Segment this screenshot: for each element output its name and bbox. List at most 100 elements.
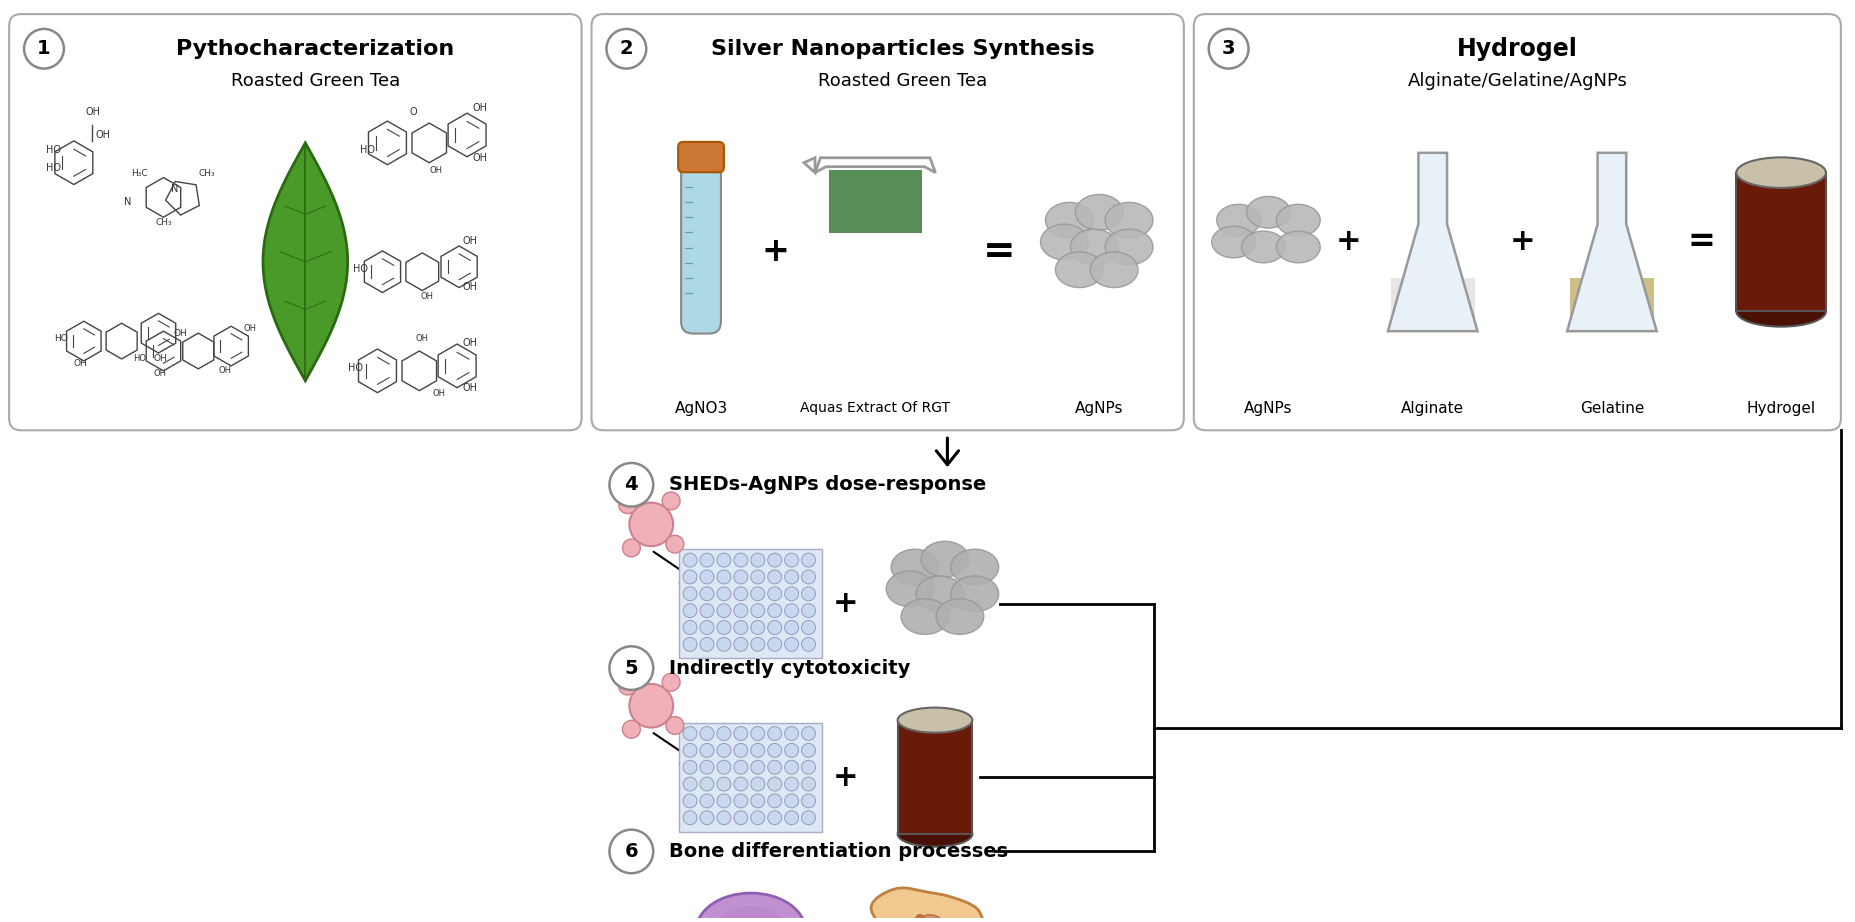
Text: Roasted Green Tea: Roasted Green Tea xyxy=(230,73,401,90)
Ellipse shape xyxy=(1076,195,1122,230)
Text: +: + xyxy=(762,235,790,268)
Circle shape xyxy=(699,810,714,824)
Ellipse shape xyxy=(1211,226,1256,258)
Circle shape xyxy=(801,553,816,567)
Circle shape xyxy=(751,743,764,757)
Text: OH: OH xyxy=(243,325,256,333)
Text: +: + xyxy=(833,589,859,618)
Circle shape xyxy=(751,637,764,651)
Text: OH: OH xyxy=(96,130,111,140)
Circle shape xyxy=(662,673,681,692)
Circle shape xyxy=(683,570,697,584)
Circle shape xyxy=(716,810,731,824)
Text: =: = xyxy=(983,233,1017,271)
Circle shape xyxy=(735,570,748,584)
Circle shape xyxy=(683,727,697,740)
Text: +: + xyxy=(833,762,859,792)
Circle shape xyxy=(768,637,781,651)
Text: OH: OH xyxy=(154,369,167,378)
Circle shape xyxy=(785,637,800,651)
Circle shape xyxy=(610,830,653,873)
Circle shape xyxy=(735,586,748,601)
Text: Silver Nanoparticles Synthesis: Silver Nanoparticles Synthesis xyxy=(710,39,1094,59)
Ellipse shape xyxy=(716,906,787,922)
Ellipse shape xyxy=(1217,205,1261,236)
Text: O: O xyxy=(410,107,417,117)
Circle shape xyxy=(699,553,714,567)
Circle shape xyxy=(735,637,748,651)
Circle shape xyxy=(768,794,781,808)
Circle shape xyxy=(785,777,800,791)
Circle shape xyxy=(768,743,781,757)
Text: OH: OH xyxy=(154,354,167,363)
Circle shape xyxy=(699,794,714,808)
Circle shape xyxy=(768,810,781,824)
Circle shape xyxy=(699,637,714,651)
Circle shape xyxy=(607,29,646,68)
Circle shape xyxy=(24,29,63,68)
Circle shape xyxy=(768,570,781,584)
Text: Indirectly cytotoxicity: Indirectly cytotoxicity xyxy=(670,658,911,678)
Circle shape xyxy=(768,727,781,740)
Text: OH: OH xyxy=(416,334,429,343)
Circle shape xyxy=(801,727,816,740)
Circle shape xyxy=(768,604,781,618)
Circle shape xyxy=(785,621,800,634)
Text: OH: OH xyxy=(462,383,477,393)
Circle shape xyxy=(785,743,800,757)
Circle shape xyxy=(716,637,731,651)
Ellipse shape xyxy=(922,541,968,577)
Circle shape xyxy=(785,604,800,618)
Circle shape xyxy=(751,727,764,740)
Text: HO: HO xyxy=(46,145,61,155)
Circle shape xyxy=(623,720,640,739)
Circle shape xyxy=(683,621,697,634)
FancyBboxPatch shape xyxy=(592,14,1183,431)
Text: OH: OH xyxy=(74,359,87,368)
FancyBboxPatch shape xyxy=(681,153,722,334)
Circle shape xyxy=(716,604,731,618)
Ellipse shape xyxy=(1091,252,1139,288)
Text: 4: 4 xyxy=(625,475,638,494)
Circle shape xyxy=(785,810,800,824)
Circle shape xyxy=(801,743,816,757)
Ellipse shape xyxy=(1276,231,1321,263)
Circle shape xyxy=(683,637,697,651)
Circle shape xyxy=(768,761,781,774)
Circle shape xyxy=(801,810,816,824)
Circle shape xyxy=(699,621,714,634)
Text: Alginate/Gelatine/AgNPs: Alginate/Gelatine/AgNPs xyxy=(1408,73,1627,90)
Polygon shape xyxy=(1388,153,1478,331)
Circle shape xyxy=(785,727,800,740)
Text: OH: OH xyxy=(173,329,187,338)
Ellipse shape xyxy=(916,915,944,922)
Text: Roasted Green Tea: Roasted Green Tea xyxy=(818,73,987,90)
Text: AgNPs: AgNPs xyxy=(1245,400,1293,416)
Ellipse shape xyxy=(1041,224,1089,260)
Circle shape xyxy=(785,570,800,584)
Ellipse shape xyxy=(952,576,998,611)
Polygon shape xyxy=(1567,153,1657,331)
Ellipse shape xyxy=(1070,229,1119,265)
Circle shape xyxy=(699,727,714,740)
Text: OH: OH xyxy=(85,107,100,117)
Text: N: N xyxy=(124,197,132,207)
Ellipse shape xyxy=(898,707,972,733)
Text: OH: OH xyxy=(421,292,434,301)
Circle shape xyxy=(751,794,764,808)
Circle shape xyxy=(683,604,697,618)
Circle shape xyxy=(751,570,764,584)
Polygon shape xyxy=(868,888,994,922)
Text: Alginate: Alginate xyxy=(1401,400,1464,416)
Circle shape xyxy=(699,777,714,791)
Circle shape xyxy=(801,570,816,584)
Ellipse shape xyxy=(887,571,933,607)
Text: AgNPs: AgNPs xyxy=(1076,400,1124,416)
Circle shape xyxy=(768,553,781,567)
Circle shape xyxy=(751,621,764,634)
Text: Bone differentiation processes: Bone differentiation processes xyxy=(670,842,1009,861)
Text: +: + xyxy=(1336,228,1362,256)
Text: AgNO3: AgNO3 xyxy=(675,400,727,416)
Circle shape xyxy=(716,621,731,634)
Ellipse shape xyxy=(1247,196,1291,228)
